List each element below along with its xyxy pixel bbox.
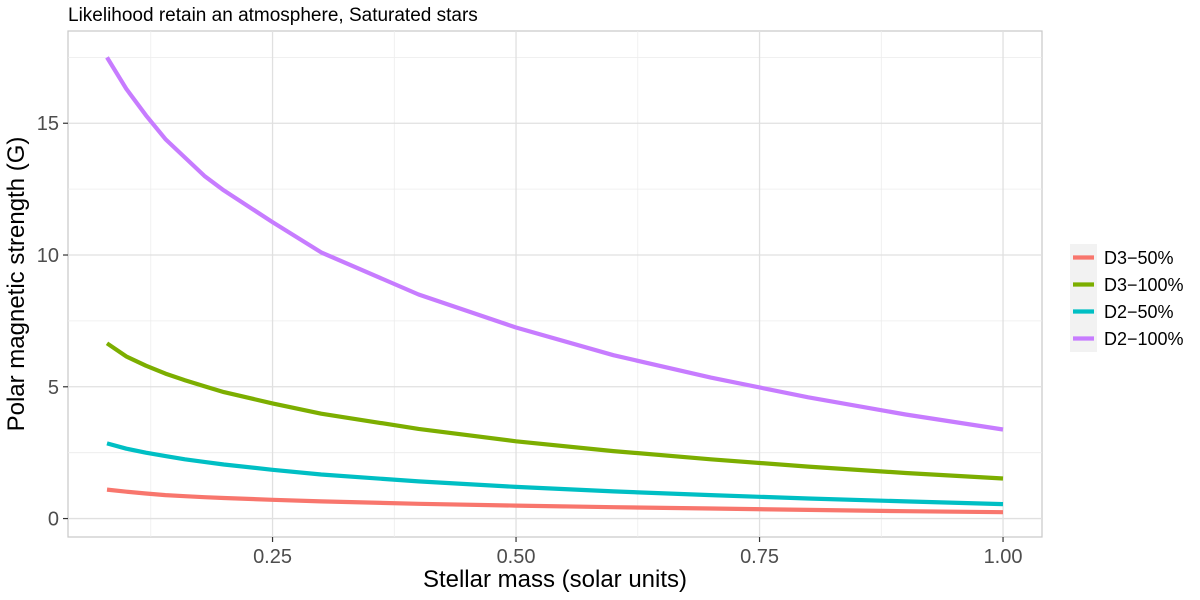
y-tick-label: 15	[37, 113, 59, 135]
major-gridlines	[68, 31, 1042, 537]
x-tick-label: 1.00	[984, 546, 1023, 568]
series-line-1	[105, 341, 1004, 481]
series-lines	[105, 56, 1004, 515]
legend-label-0: D3−50%	[1104, 248, 1174, 268]
x-axis-ticks: 0.25 0.50 0.75 1.00	[253, 537, 1023, 568]
series-line-3	[105, 56, 1004, 432]
y-axis-ticks: 0 5 10 15	[37, 113, 68, 531]
series-line-0	[106, 487, 1004, 515]
legend-label-1: D3−100%	[1104, 275, 1184, 295]
series-line-2	[106, 441, 1004, 507]
x-axis-title: Stellar mass (solar units)	[423, 566, 687, 593]
legend: D3−50% D3−100% D2−50% D2−100%	[1070, 244, 1184, 352]
y-tick-label: 5	[48, 377, 59, 399]
legend-label-2: D2−50%	[1104, 302, 1174, 322]
y-axis-title: Polar magnetic strength (G)	[3, 137, 30, 432]
x-tick-label: 0.50	[497, 546, 536, 568]
legend-label-3: D2−100%	[1104, 329, 1184, 349]
x-tick-label: 0.25	[253, 546, 292, 568]
chart-title: Likelihood retain an atmosphere, Saturat…	[68, 5, 478, 26]
y-tick-label: 0	[48, 509, 59, 531]
x-tick-label: 0.75	[740, 546, 779, 568]
y-tick-label: 10	[37, 245, 59, 267]
